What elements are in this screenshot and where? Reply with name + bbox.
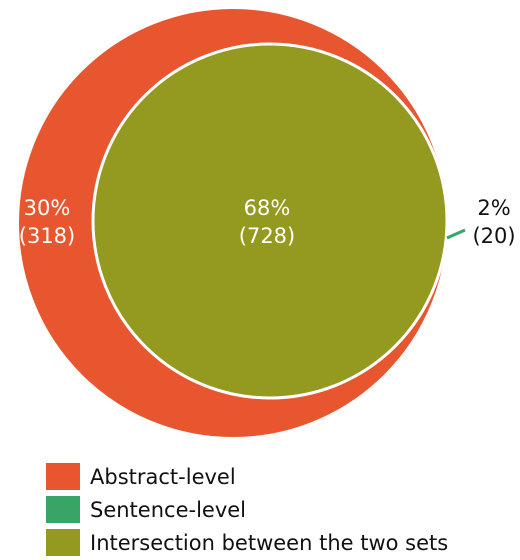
legend-item-intersection: Intersection between the two sets bbox=[46, 527, 448, 558]
legend-label-intersection: Intersection between the two sets bbox=[90, 530, 449, 555]
sentence-only-count-label: (20) bbox=[472, 224, 515, 248]
legend-swatch-intersection bbox=[46, 529, 80, 556]
legend-item-abstract-level: Abstract-level bbox=[46, 461, 448, 492]
intersection-region bbox=[93, 44, 447, 398]
abstract-only-count-label: (318) bbox=[19, 224, 75, 248]
abstract-level-outline bbox=[17, 7, 449, 439]
legend-label-abstract-level: Abstract-level bbox=[90, 464, 236, 489]
legend-item-sentence-level: Sentence-level bbox=[46, 494, 448, 525]
venn-diagram: 30% (318) 68% (728) 2% (20) bbox=[17, 7, 516, 439]
intersection-percent-label: 68% bbox=[244, 196, 291, 220]
sentence-only-percent-label: 2% bbox=[477, 196, 510, 220]
legend-label-sentence-level: Sentence-level bbox=[90, 497, 247, 522]
abstract-only-percent-label: 30% bbox=[24, 196, 71, 220]
intersection-count-label: (728) bbox=[239, 224, 295, 248]
legend: Abstract-level Sentence-level Intersecti… bbox=[46, 461, 448, 560]
legend-swatch-abstract-level bbox=[46, 463, 80, 490]
legend-swatch-sentence-level bbox=[46, 496, 80, 523]
sentence-level-leader-line bbox=[446, 228, 466, 240]
